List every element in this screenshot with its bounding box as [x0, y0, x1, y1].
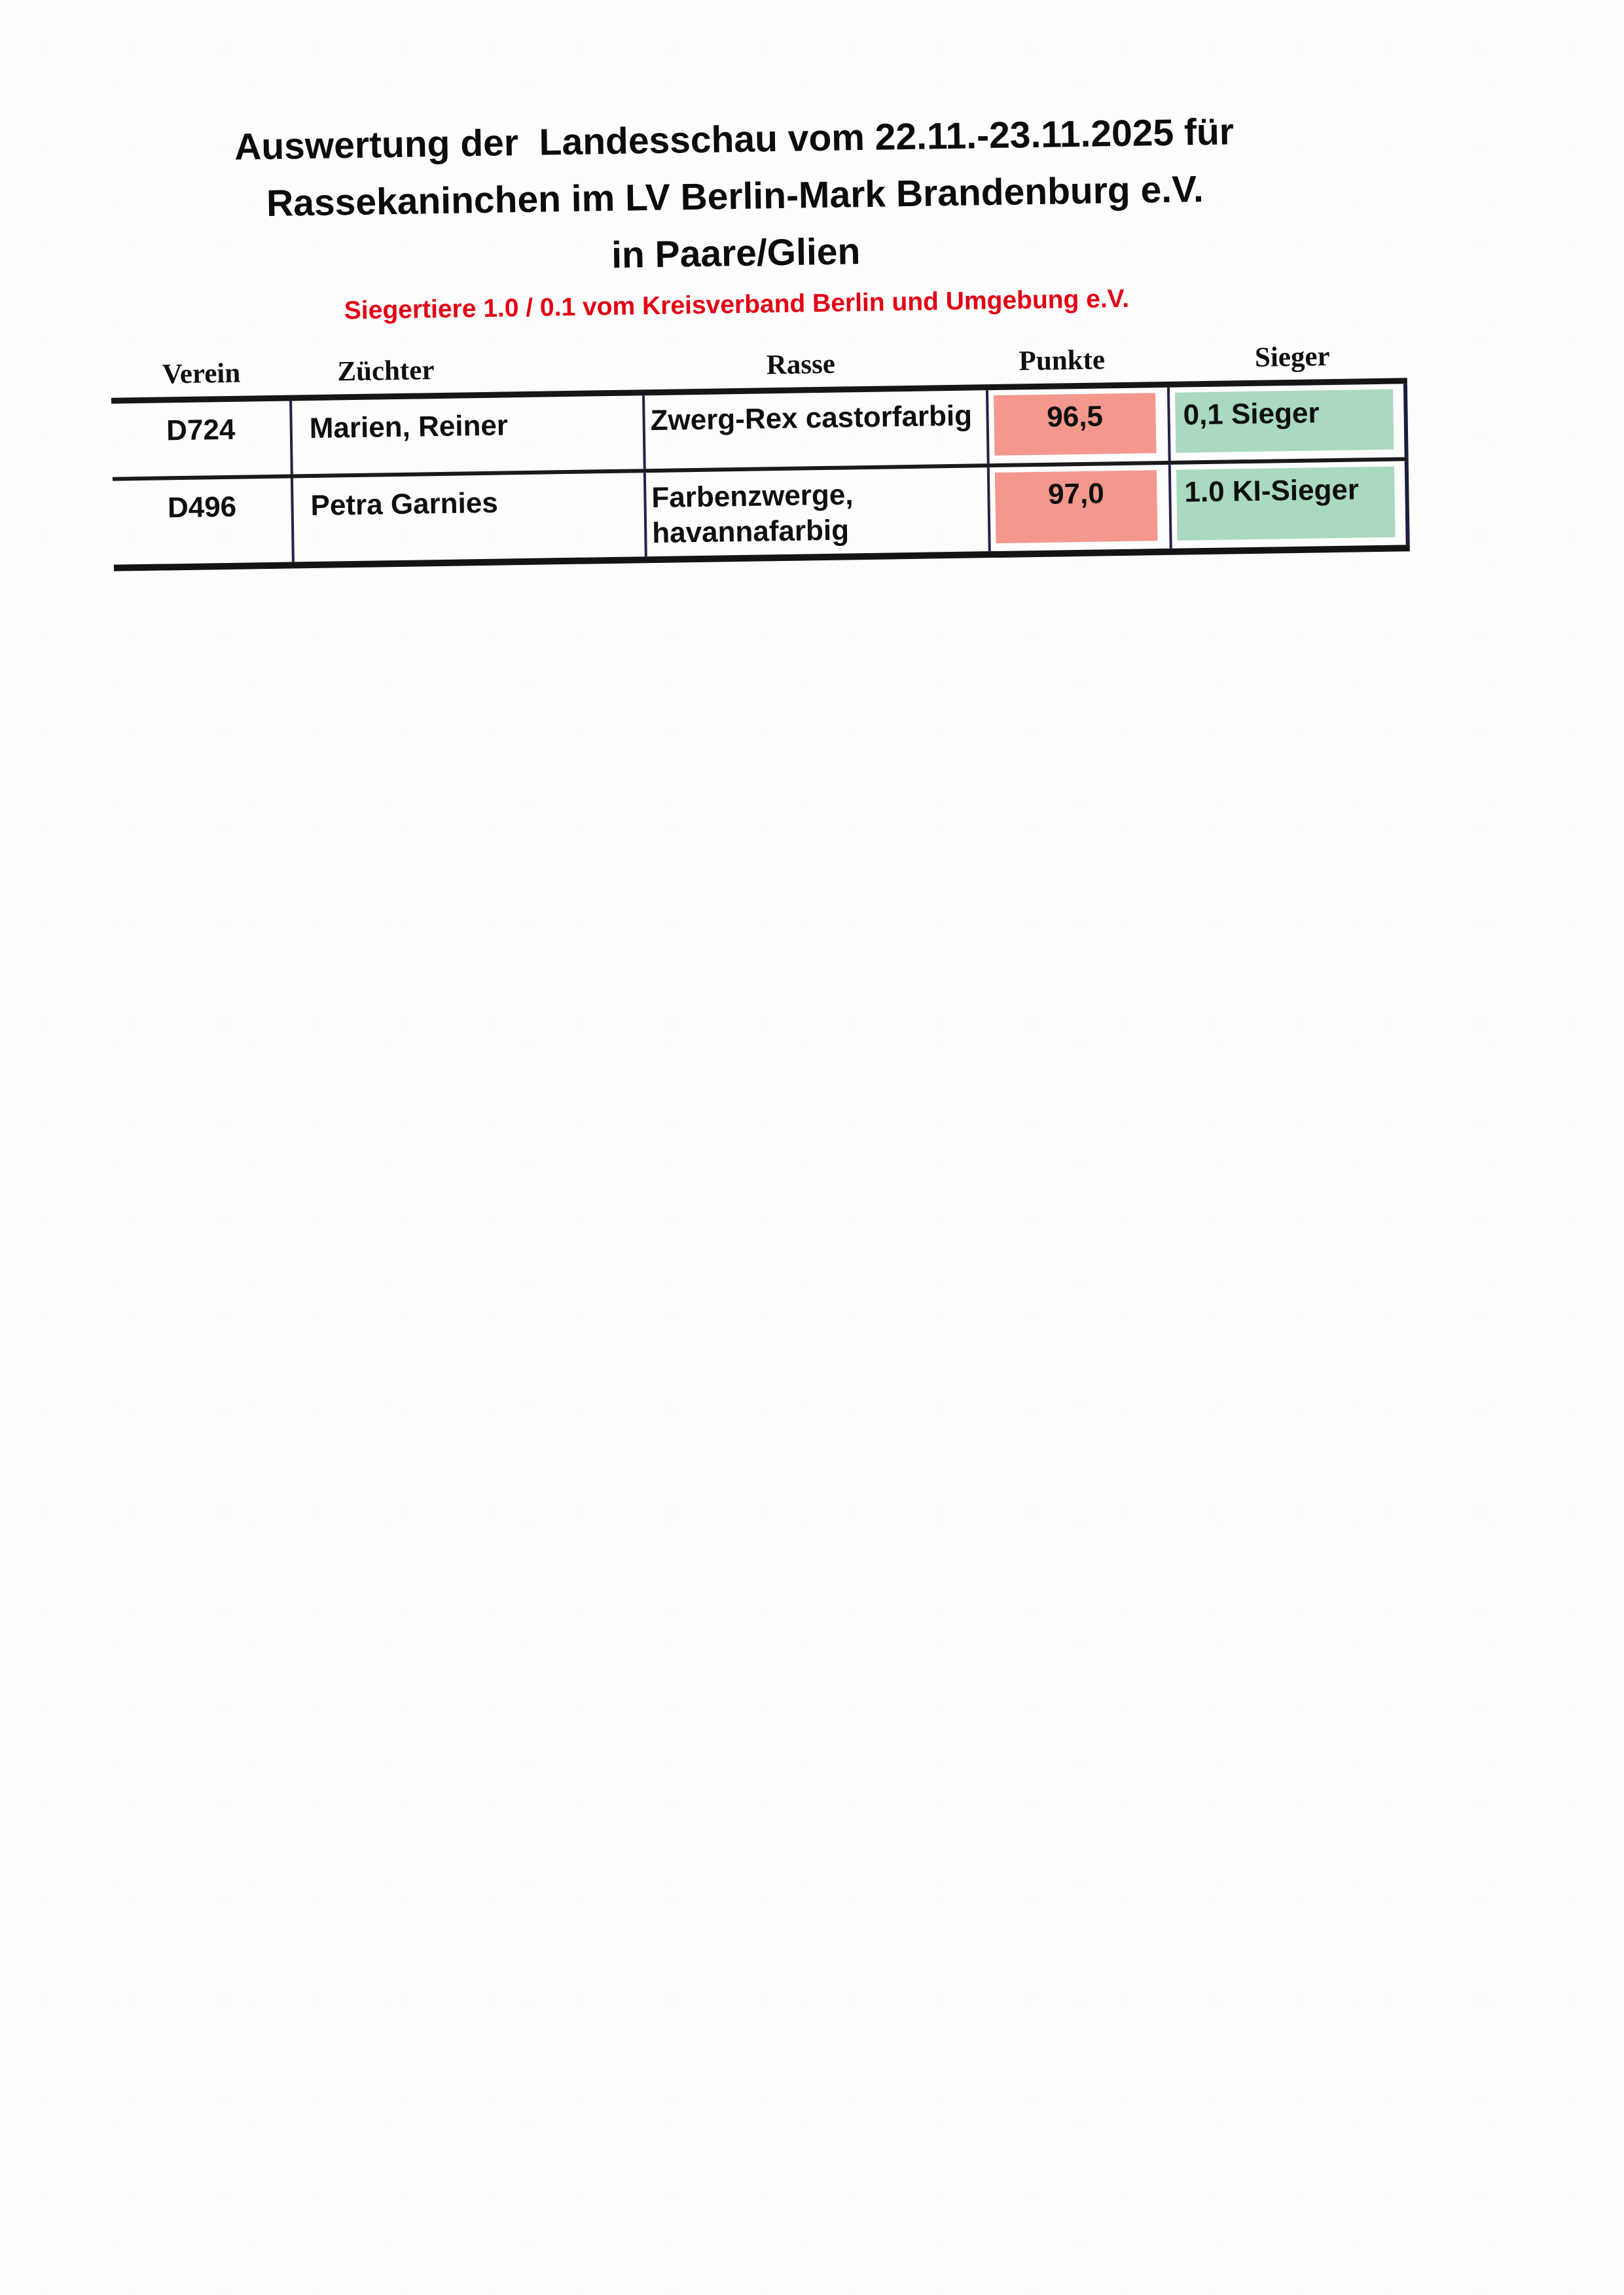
page-title: Auswertung der Landesschau vom 22.11.-23…	[65, 101, 1406, 292]
column-header-punkte: Punkte	[1019, 344, 1106, 377]
cell-rasse: Zwerg-Rex castorfarbig	[645, 390, 990, 469]
column-header-sieger: Sieger	[1254, 341, 1330, 373]
cell-rasse: Farbenzwerge, havannafarbig	[645, 467, 991, 557]
points-highlight: 96,5	[994, 393, 1157, 456]
cell-punkte: 97,0	[989, 464, 1172, 552]
cell-verein: D496	[112, 478, 295, 565]
table-row: D496 Petra Garnies Farbenzwerge, havanna…	[112, 461, 1410, 571]
cell-verein: D724	[111, 401, 293, 477]
results-table: Verein Züchter Rasse Punkte Sieger D724 …	[111, 336, 1410, 571]
cell-punkte: 96,5	[988, 387, 1171, 464]
column-header-rasse: Rasse	[766, 348, 836, 381]
document-content: Auswertung der Landesschau vom 22.11.-23…	[65, 101, 1410, 571]
winner-highlight: 1.0 KI-Sieger	[1176, 466, 1396, 541]
cell-sieger: 0,1 Sieger	[1169, 384, 1409, 461]
cell-zuechter: Petra Garnies	[293, 473, 647, 562]
cell-sieger: 1.0 KI-Sieger	[1170, 461, 1410, 549]
winner-highlight: 0,1 Sieger	[1175, 389, 1394, 453]
column-header-zuechter: Züchter	[337, 355, 435, 388]
points-highlight: 97,0	[994, 470, 1158, 543]
cell-zuechter: Marien, Reiner	[292, 395, 646, 475]
column-header-verein: Verein	[162, 357, 241, 390]
